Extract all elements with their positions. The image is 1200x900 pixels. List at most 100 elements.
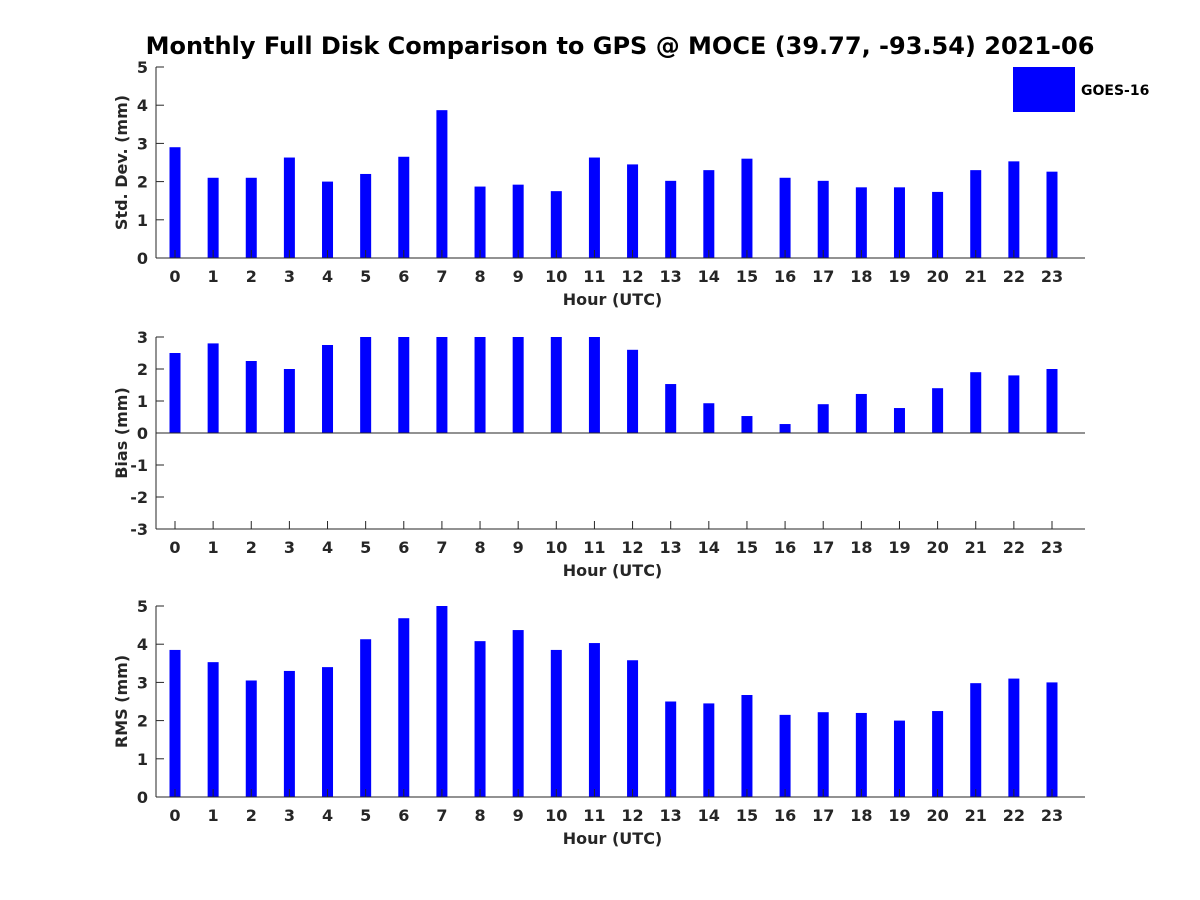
bar [322, 345, 334, 433]
x-tick-label: 2 [246, 806, 257, 825]
x-tick-label: 23 [1041, 267, 1063, 286]
x-tick-label: 12 [621, 806, 643, 825]
bar [550, 337, 562, 433]
bar [703, 170, 715, 258]
x-tick-label: 17 [812, 267, 834, 286]
x-tick-label: 8 [474, 267, 485, 286]
bar [627, 349, 639, 433]
x-tick-label: 17 [812, 538, 834, 557]
bar [360, 337, 372, 433]
x-tick-label: 9 [513, 538, 524, 557]
bar [588, 643, 600, 797]
bar [1008, 678, 1020, 797]
bar [779, 714, 791, 797]
bar [360, 173, 372, 258]
x-tick-label: 20 [926, 538, 948, 557]
bar [512, 184, 524, 258]
bar [893, 187, 905, 258]
bar [207, 177, 219, 258]
x-tick-label: 6 [398, 538, 409, 557]
bar [322, 181, 334, 258]
y-tick-label: 1 [137, 750, 148, 769]
x-tick-label: 18 [850, 806, 872, 825]
x-tick-label: 21 [965, 806, 987, 825]
x-tick-label: 6 [398, 267, 409, 286]
bar [1046, 682, 1058, 797]
bar [1046, 369, 1058, 433]
y-tick-label: 0 [137, 788, 148, 807]
bar [970, 372, 982, 433]
y-tick-label: 4 [137, 96, 148, 115]
x-tick-label: 16 [774, 267, 796, 286]
bar [703, 703, 715, 797]
bar [627, 660, 639, 797]
y-tick-label: -3 [130, 520, 148, 539]
x-tick-label: 23 [1041, 806, 1063, 825]
x-tick-label: 14 [698, 538, 720, 557]
x-tick-label: 5 [360, 538, 371, 557]
y-tick-label: 3 [137, 673, 148, 692]
x-tick-label: 10 [545, 267, 567, 286]
bar [665, 180, 677, 258]
bar [1008, 161, 1020, 258]
x-tick-label: 4 [322, 267, 333, 286]
bar [322, 667, 334, 797]
y-tick-label: 1 [137, 211, 148, 230]
x-tick-label: 16 [774, 806, 796, 825]
bar [627, 164, 639, 258]
bar [474, 186, 486, 258]
bar [855, 187, 867, 258]
x-tick-label: 22 [1003, 267, 1025, 286]
y-tick-label: 3 [137, 134, 148, 153]
x-tick-label: 3 [284, 806, 295, 825]
bar [932, 191, 944, 258]
x-tick-label: 23 [1041, 538, 1063, 557]
y-tick-label: -2 [130, 488, 148, 507]
bar [665, 701, 677, 797]
x-tick-label: 18 [850, 267, 872, 286]
bar [970, 683, 982, 797]
x-tick-label: 15 [736, 806, 758, 825]
bar [550, 649, 562, 797]
bar [855, 712, 867, 797]
bar [169, 147, 181, 258]
x-tick-label: 9 [513, 806, 524, 825]
bar [1008, 375, 1020, 433]
y-tick-label: 2 [137, 173, 148, 192]
chart-title: Monthly Full Disk Comparison to GPS @ MO… [146, 32, 1095, 60]
bar [588, 337, 600, 433]
x-tick-label: 3 [284, 538, 295, 557]
bar [893, 408, 905, 433]
x-tick-label: 2 [246, 267, 257, 286]
x-tick-label: 0 [169, 538, 180, 557]
x-tick-label: 20 [926, 267, 948, 286]
x-tick-label: 21 [965, 267, 987, 286]
legend-swatch [1013, 67, 1075, 112]
bar [855, 393, 867, 433]
x-tick-label: 19 [888, 267, 910, 286]
bar [741, 158, 753, 258]
y-axis-label: Std. Dev. (mm) [112, 95, 131, 230]
legend-label: GOES-16 [1081, 83, 1149, 99]
bar [398, 337, 410, 433]
bar [283, 369, 295, 433]
bar [360, 639, 372, 797]
x-tick-label: 12 [621, 538, 643, 557]
y-axis-label: Bias (mm) [112, 387, 131, 479]
x-tick-label: 14 [698, 806, 720, 825]
bar [703, 403, 715, 433]
bar [398, 618, 410, 797]
x-tick-label: 12 [621, 267, 643, 286]
x-tick-label: 0 [169, 267, 180, 286]
x-tick-label: 10 [545, 538, 567, 557]
bar [512, 630, 524, 797]
bar [741, 416, 753, 433]
x-tick-label: 5 [360, 806, 371, 825]
bar [550, 191, 562, 258]
x-tick-label: 16 [774, 538, 796, 557]
bar [283, 670, 295, 797]
bar [512, 337, 524, 433]
bar [474, 641, 486, 797]
